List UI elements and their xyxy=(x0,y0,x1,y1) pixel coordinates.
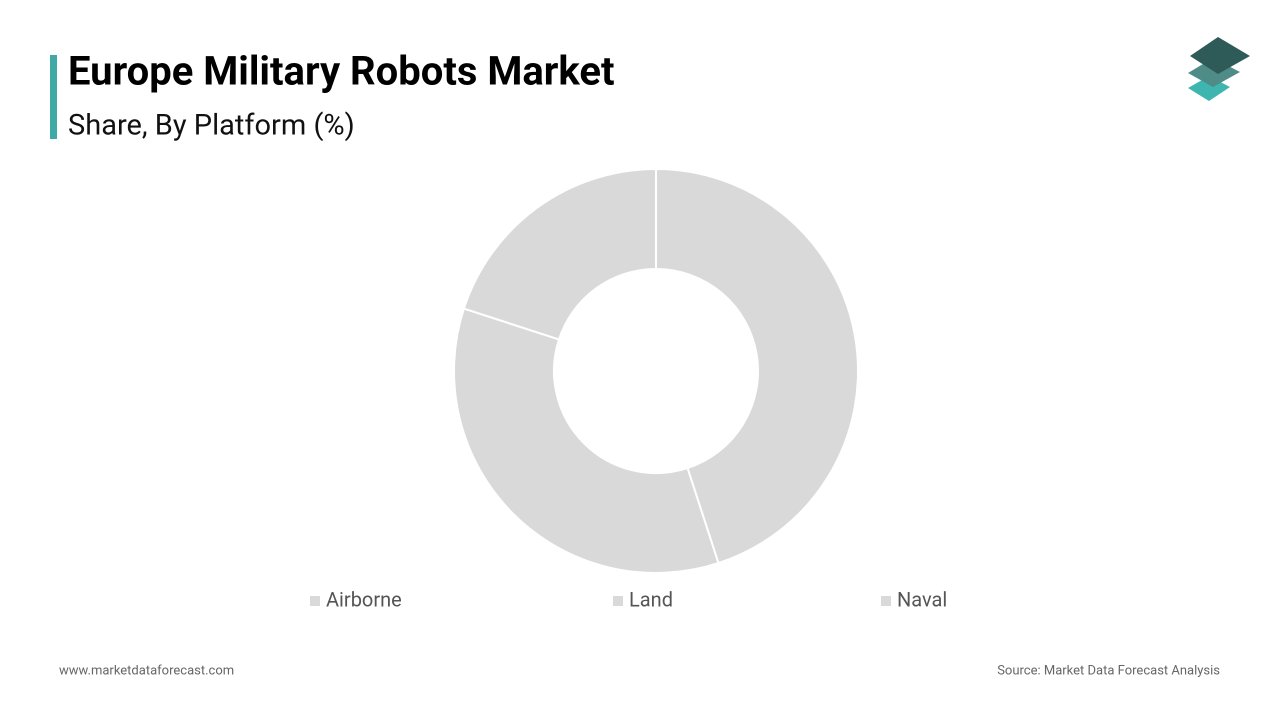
donut-segment xyxy=(462,167,657,341)
title-accent xyxy=(50,55,57,139)
legend-swatch xyxy=(310,596,320,606)
website: www.marketdataforecast.com xyxy=(59,663,234,678)
legend-label: Land xyxy=(629,587,673,611)
legend-label: Naval xyxy=(897,587,947,611)
legend-swatch xyxy=(613,596,623,606)
donut-segment xyxy=(655,167,859,565)
logo xyxy=(1188,37,1250,101)
legend-swatch xyxy=(881,596,891,606)
source: Source: Market Data Forecast Analysis xyxy=(997,663,1220,678)
donut-segment xyxy=(453,307,720,574)
chart-title: Europe Military Robots Market xyxy=(68,48,615,95)
chart-subtitle: Share, By Platform (%) xyxy=(68,109,355,143)
legend-label: Airborne xyxy=(326,587,402,611)
